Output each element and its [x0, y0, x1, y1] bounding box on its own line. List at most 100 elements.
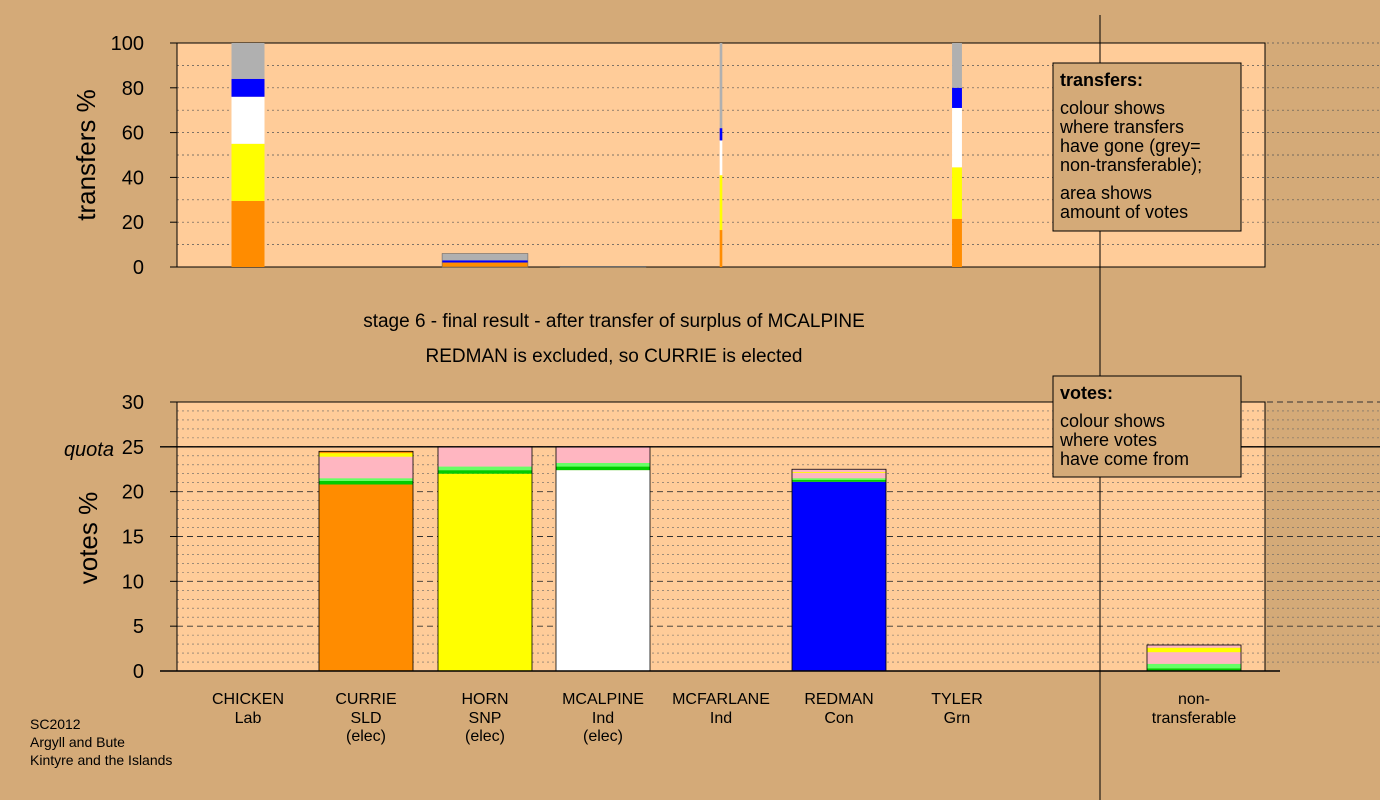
votes-bars	[318, 446, 1242, 672]
votes-bar-segment	[792, 471, 886, 473]
legend-transfers-box	[1052, 62, 1242, 232]
transfers-bar-segment	[952, 87, 962, 108]
legend-transfers-title: transfers:	[1060, 70, 1143, 90]
transfers-bar-segment	[442, 262, 528, 267]
stage-subtitle: REDMAN is excluded, so CURRIE is elected	[426, 346, 803, 367]
nontransferable-label-line: non-	[1178, 691, 1210, 708]
transfers-bar-segment	[952, 167, 962, 219]
votes-bar-segment	[438, 446, 532, 467]
candidate-label-mcfarlane: MCFARLANE Ind	[672, 691, 770, 727]
candidate-label-mcalpine: MCALPINE Ind (elec)	[562, 691, 644, 745]
transfers-y-tick-label: 20	[122, 212, 144, 234]
transfers-y-tick-label: 0	[133, 257, 144, 279]
legend-votes-title: votes:	[1060, 383, 1113, 403]
transfers-y-tick-label: 80	[122, 78, 144, 100]
legend-transfers-line: amount of votes	[1060, 202, 1188, 222]
votes-y-tick-label: 20	[122, 482, 144, 504]
votes-y-ticks: 0 5 10 15 20 25 30	[122, 392, 177, 683]
transfers-bar-segment	[719, 128, 723, 141]
transfers-bar-mcalpine	[719, 43, 723, 267]
votes-bar-segment	[792, 481, 886, 671]
votes-y-axis-label: votes %	[73, 492, 103, 585]
transfers-bars	[231, 43, 962, 268]
candidate-labels: CHICKEN Lab CURRIE SLD (elec) HORN SNP (…	[212, 691, 1236, 745]
candidate-label-chicken: CHICKEN Lab	[212, 691, 284, 727]
candidate-party: Grn	[944, 710, 971, 727]
transfers-bar-segment	[719, 175, 723, 231]
transfers-bar-segment	[231, 143, 265, 201]
votes-bar-segment	[556, 462, 650, 467]
votes-bar-segment	[1147, 663, 1241, 669]
transfers-bar-segment	[231, 78, 265, 97]
votes-bar-segment	[319, 480, 413, 485]
candidate-name: MCALPINE	[562, 691, 644, 708]
transfers-bar-segment	[231, 96, 265, 144]
footer-line: Argyll and Bute	[30, 734, 125, 750]
votes-bar-segment	[1147, 644, 1241, 648]
votes-bar-segment	[438, 466, 532, 471]
votes-y-tick-label: 0	[133, 661, 144, 683]
legend-transfers-line: non-transferable);	[1060, 155, 1202, 175]
legend-transfers-line: have gone (grey=	[1060, 136, 1201, 156]
transfers-bar-segment	[719, 140, 723, 176]
candidate-name: CHICKEN	[212, 691, 284, 708]
votes-bar-segment	[319, 451, 413, 454]
transfers-bar-outline	[559, 266, 647, 268]
candidate-name: TYLER	[931, 691, 983, 708]
votes-bar-segment	[792, 469, 886, 472]
votes-bar-segment	[438, 473, 532, 671]
votes-bar-redman	[791, 468, 887, 672]
candidate-party: SLD	[350, 710, 381, 727]
votes-bar-horn	[437, 446, 533, 672]
votes-bar-segment	[556, 446, 650, 463]
nontransferable-label: non- transferable	[1152, 691, 1237, 727]
votes-y-tick-label: 5	[133, 616, 144, 638]
legend-transfers-line: where transfers	[1059, 117, 1184, 137]
candidate-party: Ind	[592, 710, 614, 727]
transfers-bar-segment	[442, 260, 528, 263]
transfers-y-tick-label: 60	[122, 123, 144, 145]
candidate-name: HORN	[461, 691, 508, 708]
votes-bar-segment	[556, 470, 650, 671]
candidate-label-redman: REDMAN Con	[804, 691, 873, 727]
transfers-bar-segment	[231, 43, 265, 79]
candidate-party: Ind	[710, 710, 732, 727]
votes-y-tick-label: 25	[122, 437, 144, 459]
votes-y-tick-label: 30	[122, 392, 144, 414]
votes-bar-segment	[556, 466, 650, 471]
votes-bar-segment	[438, 470, 532, 474]
votes-bar-segment	[1147, 668, 1241, 671]
quota-label: quota	[64, 439, 114, 461]
transfers-bar-tyler	[952, 43, 962, 267]
transfers-bar-segment	[442, 253, 528, 261]
legend-transfers-line: area shows	[1060, 183, 1152, 203]
votes-bar-segment	[1147, 652, 1241, 664]
votes-bar-segment	[319, 453, 413, 457]
candidate-party: Lab	[235, 710, 262, 727]
transfers-y-axis-label: transfers %	[71, 89, 101, 221]
transfers-y-tick-label: 40	[122, 167, 144, 189]
transfers-y-tick-label: 100	[111, 33, 144, 55]
legend-votes: votes: colour shows where votes have com…	[1052, 375, 1242, 478]
nontransferable-label-line: transferable	[1152, 710, 1237, 727]
transfers-bar-currie	[441, 253, 529, 268]
votes-y-tick-label: 15	[122, 527, 144, 549]
votes-bar-segment	[792, 480, 886, 482]
candidate-status: (elec)	[465, 728, 505, 745]
candidate-name: REDMAN	[804, 691, 873, 708]
votes-bar-mcalpine	[555, 446, 651, 672]
stage-title: stage 6 - final result - after transfer …	[363, 311, 865, 332]
votes-bar-segment	[319, 484, 413, 671]
candidate-status: (elec)	[583, 728, 623, 745]
votes-bar-currie	[318, 450, 414, 672]
votes-bar-non-transferable	[1146, 644, 1242, 672]
transfers-bar-segment	[952, 107, 962, 168]
legend-votes-box	[1052, 375, 1242, 478]
votes-bar-segment	[319, 456, 413, 479]
votes-y-tick-label: 10	[122, 571, 144, 593]
transfers-bar-outline	[441, 253, 529, 268]
footer: SC2012 Argyll and Bute Kintyre and the I…	[30, 716, 172, 768]
legend-transfers: transfers: colour shows where transfers …	[1052, 62, 1242, 232]
transfers-bar-segment	[231, 200, 265, 267]
footer-line: Kintyre and the Islands	[30, 752, 172, 768]
